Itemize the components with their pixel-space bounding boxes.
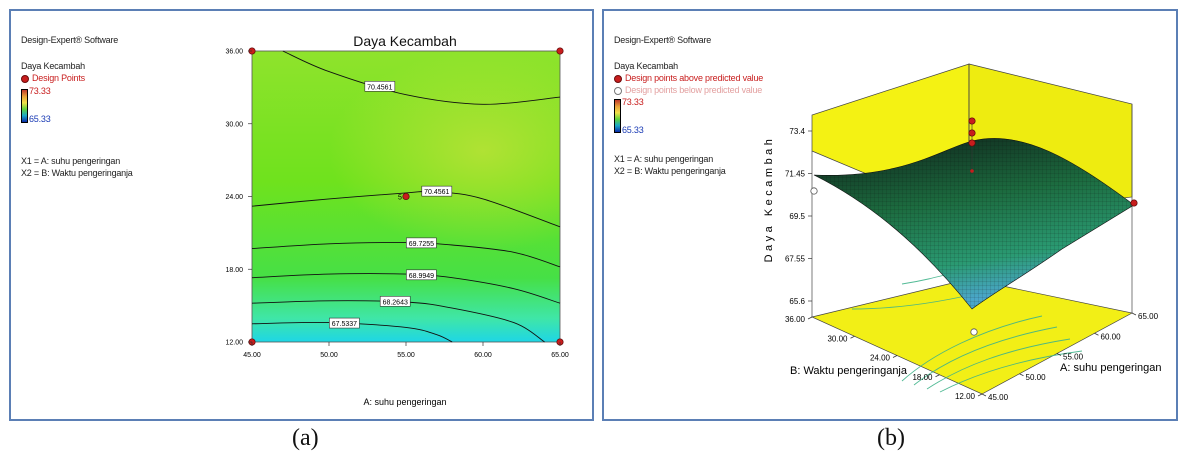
y-tick-label: 36.00 — [785, 315, 806, 324]
caption-a: (a) — [292, 425, 319, 451]
contour-label: 70.4561 — [424, 189, 449, 196]
contour-label-box — [406, 237, 437, 249]
x-tick-label: 65.00 — [1138, 312, 1159, 321]
design-point-below — [970, 328, 978, 336]
y-tick — [807, 316, 813, 320]
below-legend: Design points below predicted value — [614, 85, 762, 95]
scale-min: 65.33 — [622, 125, 644, 135]
design-point — [970, 169, 974, 173]
color-scale-bar — [21, 89, 28, 123]
y-tick-label: 18.00 — [912, 373, 933, 382]
y-tick-label: 12.00 — [225, 340, 243, 347]
plot-highlight — [252, 51, 560, 251]
design-point — [556, 47, 564, 55]
design-point-count: 5 — [398, 195, 402, 202]
x-tick-label: 55.00 — [1063, 353, 1084, 362]
color-scale-bar — [614, 99, 621, 133]
x-tick-label: 55.00 — [397, 352, 415, 359]
z-tick-label: 65.6 — [789, 297, 805, 306]
surface-mesh — [814, 138, 1134, 309]
x-axis-label: A: suhu pengeringan — [1060, 362, 1162, 374]
design-points-legend: Design Points — [21, 73, 85, 83]
x-tick — [1094, 332, 1099, 336]
scale-min: 65.33 — [29, 114, 51, 124]
y-tick-label: 18.00 — [225, 267, 243, 274]
contour-label-box — [364, 81, 396, 92]
contour-label: 70.4561 — [367, 84, 392, 91]
above-legend: Design points above predicted value — [614, 73, 763, 83]
z-tick-label: 67.55 — [785, 255, 806, 264]
x-tick — [1019, 373, 1024, 377]
factor-x2-label: X2 = B: Waktu pengeringanja — [21, 168, 133, 178]
x-tick-label: 50.00 — [320, 352, 338, 359]
x-tick — [981, 393, 987, 397]
contour-label-box — [379, 296, 411, 307]
design-point-icon — [21, 74, 29, 83]
below-label: Design points below predicted value — [625, 85, 763, 95]
contour-label: 68.2643 — [383, 299, 408, 306]
design-point — [968, 129, 976, 137]
contour-plot-panel: Design-Expert® Software Daya Kecambah De… — [9, 9, 594, 421]
design-points-label: Design Points — [32, 73, 85, 83]
factor-x1-label: X1 = A: suhu pengeringan — [21, 156, 121, 166]
x-tick-label: 45.00 — [988, 393, 1009, 402]
contour-label-box — [406, 269, 437, 281]
z-tick-label: 71.45 — [785, 170, 806, 179]
contour-label-box — [421, 185, 453, 197]
x-tick — [1056, 353, 1062, 356]
contour-line — [282, 50, 561, 105]
surface-chart: 65.6 67.55 69.5 71.45 73.4 Daya Kecambah 36.00… — [763, 63, 1162, 402]
x-tick-label: 65.00 — [551, 352, 569, 359]
contour-chart: Daya Kecambah 70.4561 70.4561 69.7255 68.99… — [225, 33, 569, 407]
factor-x2-label: X2 = B: Waktu pengeringanja — [614, 166, 726, 176]
y-tick-label: 24.00 — [870, 354, 891, 363]
x-axis-label: A: suhu pengeringan — [363, 397, 446, 407]
x-tick — [1131, 312, 1137, 316]
z-axis-label: Daya Kecambah — [763, 136, 775, 263]
factor-x1-label: X1 = A: suhu pengeringan — [614, 154, 714, 164]
response-label: Daya Kecambah — [614, 61, 678, 71]
floor-contours — [851, 272, 1083, 393]
y-tick-label: 36.00 — [225, 49, 243, 56]
y-tick-label: 30.00 — [827, 334, 848, 343]
contour-line — [251, 300, 545, 343]
contour-label: 68.9949 — [409, 273, 434, 280]
above-label: Design points above predicted value — [625, 73, 764, 83]
z-tick-label: 69.5 — [789, 212, 805, 221]
y-tick-label: 12.00 — [955, 392, 976, 401]
software-label: Design-Expert® Software — [21, 35, 119, 45]
y-axis-label: B: Waktu pengeringanja — [790, 365, 908, 377]
surface-plot-panel: Design-Expert® Software Daya Kecambah De… — [602, 9, 1178, 421]
scale-max: 73.33 — [622, 97, 644, 107]
x-tick-label: 45.00 — [243, 352, 261, 359]
software-label: Design-Expert® Software — [614, 35, 712, 45]
above-point-icon — [614, 74, 622, 83]
design-point — [968, 139, 976, 147]
contour-label: 67.5337 — [332, 321, 357, 328]
design-point — [968, 117, 976, 125]
response-label: Daya Kecambah — [21, 61, 85, 71]
contour-label-box — [329, 317, 360, 329]
x-tick-label: 60.00 — [474, 352, 492, 359]
x-tick-label: 50.00 — [1026, 373, 1047, 382]
y-tick — [850, 335, 855, 339]
x-tick-label: 60.00 — [1101, 332, 1122, 341]
y-tick-label: 24.00 — [225, 194, 243, 201]
z-tick-label: 73.4 — [789, 127, 805, 136]
y-tick — [935, 374, 940, 378]
below-point-icon — [614, 86, 622, 95]
contour-line — [251, 322, 453, 343]
contour-label: 69.7255 — [409, 241, 434, 248]
scale-max: 73.33 — [29, 86, 51, 96]
caption-b: (b) — [877, 425, 905, 451]
design-point-below — [810, 187, 818, 195]
chart-title: Daya Kecambah — [353, 33, 457, 49]
design-point — [1130, 199, 1138, 207]
y-tick — [977, 393, 983, 397]
design-point — [402, 192, 410, 201]
y-tick-label: 30.00 — [225, 121, 243, 128]
y-tick — [892, 355, 898, 358]
